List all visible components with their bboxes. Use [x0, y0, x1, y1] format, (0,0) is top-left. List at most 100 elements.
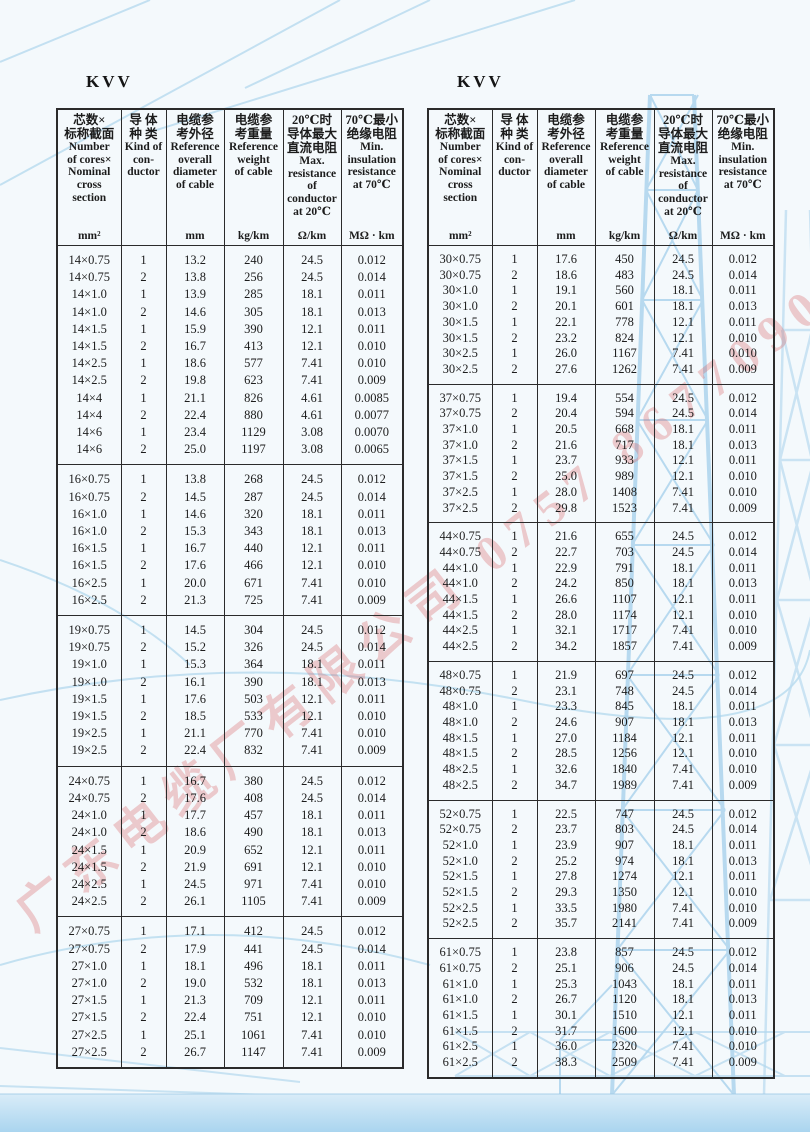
table-cell: 933: [594, 453, 654, 470]
table-cell: 24.5: [653, 661, 712, 684]
table-cell: 0.009: [711, 777, 774, 800]
table-cell: 1: [120, 992, 166, 1010]
table-row: 37×1.0 1 20.5 668 18.1 0.011: [428, 422, 774, 438]
table-row: 37×0.75 1 19.4 554 24.5 0.012: [428, 384, 774, 407]
table-cell: 1: [120, 766, 166, 790]
table-cell: 0.011: [711, 592, 774, 608]
table-row: 27×1.5 2 22.4 751 12.1 0.010: [57, 1009, 403, 1027]
table-row: 61×1.0 1 25.3 1043 18.1 0.011: [428, 976, 774, 993]
table-cell: 1: [491, 384, 537, 407]
table-cell: 326: [223, 639, 283, 657]
table-cell: 725: [223, 591, 283, 616]
table-cell: 709: [223, 992, 283, 1010]
table-row: 44×0.75 2 22.7 703 24.5 0.014: [428, 544, 774, 561]
table-cell: 44×1.0: [442, 576, 478, 591]
table-cell: 747: [594, 800, 654, 823]
table-cell: 0.013: [711, 992, 774, 1008]
table-cell: 18.1: [282, 656, 341, 674]
table-row: 30×1.0 1 19.1 560 18.1 0.011: [428, 283, 774, 300]
table-cell: 655: [594, 522, 654, 545]
table-cell: 1989: [594, 777, 654, 800]
table-cell: 0.013: [711, 299, 774, 315]
table-cell: 304: [223, 615, 283, 640]
table-cell: 7.41: [282, 725, 341, 743]
table-cell: 18.1: [653, 714, 712, 731]
table-cell: 24.5: [653, 938, 712, 961]
page-title-left: KVV: [86, 72, 133, 91]
table-cell: 0.010: [711, 346, 774, 362]
table-cell: 2: [491, 330, 537, 347]
table-cell: 37×1.0: [442, 422, 478, 437]
table-cell: 48×1.5: [442, 746, 478, 761]
table-cell: 268: [223, 464, 283, 489]
table-cell: 14×4: [76, 390, 103, 405]
table-cell: 24.2: [536, 576, 595, 593]
table-cell: 2: [491, 1055, 537, 1078]
table-cell: 0.011: [711, 453, 774, 470]
table-row: 14×6 2 25.0 1197 3.08 0.0065: [57, 441, 403, 465]
table-row: 24×1.5 2 21.9 691 12.1 0.010: [57, 858, 403, 876]
table-cell: 61×1.0: [442, 976, 478, 991]
table-row: 48×2.5 1 32.6 1840 7.41 0.010: [428, 762, 774, 778]
table-cell: 21.6: [536, 522, 595, 545]
table-cell: 33.5: [536, 900, 595, 917]
table-row: 16×2.5 2 21.3 725 7.41 0.009: [57, 591, 403, 616]
table-row: 19×2.5 2 22.4 832 7.41 0.009: [57, 742, 403, 767]
table-cell: 390: [223, 320, 283, 339]
table-cell: 26.1: [165, 893, 224, 917]
table-cell: 21.1: [165, 389, 224, 407]
table-cell: 0.010: [711, 469, 774, 485]
table-cell: 18.1: [282, 807, 341, 825]
table-cell: 4.61: [282, 389, 341, 407]
table-cell: 27×2.5: [71, 1027, 107, 1042]
table-cell: 12.1: [653, 592, 712, 608]
table-cell: 26.0: [536, 346, 595, 362]
table-cell: 24.5: [282, 639, 341, 657]
spec-group: 27×0.75 1 17.1 412 24.5 0.012 27×0.75 2 17.9 441 2…: [57, 916, 403, 1068]
table-cell: 27×1.0: [71, 958, 107, 973]
table-cell: 1: [120, 690, 166, 709]
table-cell: 2: [491, 853, 537, 870]
table-row: 14×0.75 2 13.8 256 24.5 0.014: [57, 269, 403, 287]
table-cell: 7.41: [282, 893, 341, 917]
table-cell: 554: [594, 384, 654, 407]
table-cell: 1: [491, 522, 537, 545]
table-cell: 15.2: [165, 639, 224, 657]
column-header: 20℃时 导体最大 直流电阻 Max. resistance of conduct…: [282, 109, 341, 246]
table-cell: 30×0.75: [439, 267, 481, 282]
table-cell: 907: [594, 714, 654, 731]
table-cell: 717: [594, 437, 654, 454]
table-cell: 0.0065: [340, 441, 403, 465]
table-cell: 23.3: [536, 699, 595, 715]
table-cell: 7.41: [653, 1039, 712, 1056]
table-row: 44×2.5 2 34.2 1857 7.41 0.009: [428, 639, 774, 662]
table-cell: 14×0.75: [68, 253, 110, 267]
table-cell: 12.1: [282, 1009, 341, 1027]
table-row: 14×4 2 22.4 880 4.61 0.0077: [57, 406, 403, 425]
table-cell: 12.1: [653, 330, 712, 347]
table-cell: 19×1.5: [71, 691, 107, 706]
column-header: 导 体 种 类 Kind of con- ductor: [120, 109, 166, 246]
table-cell: 0.009: [711, 1055, 774, 1078]
table-cell: 25.3: [536, 976, 595, 993]
table-cell: 14.6: [165, 505, 224, 524]
table-cell: 12.1: [282, 338, 341, 356]
table-row: 37×1.5 1 23.7 933 12.1 0.011: [428, 453, 774, 470]
table-cell: 19×1.0: [71, 657, 107, 672]
table-cell: 0.014: [711, 960, 774, 977]
table-cell: 0.011: [340, 286, 403, 304]
table-cell: 0.013: [340, 673, 403, 691]
table-cell: 25.0: [536, 469, 595, 485]
table-cell: 2: [120, 824, 166, 842]
table-cell: 24.5: [282, 615, 341, 640]
table-cell: 30×1.0: [442, 299, 478, 314]
table-cell: 12.1: [653, 1023, 712, 1040]
table-cell: 0.009: [340, 893, 403, 917]
table-cell: 466: [223, 557, 283, 575]
table-row: 52×2.5 1 33.5 1980 7.41 0.010: [428, 900, 774, 917]
table-cell: 1: [491, 800, 537, 823]
table-row: 14×0.75 1 13.2 240 24.5 0.012: [57, 245, 403, 270]
table-row: 44×0.75 1 21.6 655 24.5 0.012: [428, 522, 774, 545]
table-cell: 34.2: [536, 639, 595, 662]
table-cell: 12.1: [653, 869, 712, 886]
